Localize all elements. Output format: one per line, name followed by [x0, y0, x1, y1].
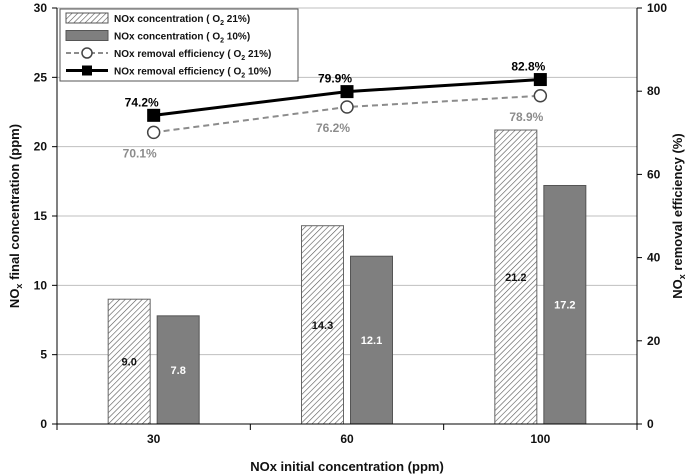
bar-o2-21-100	[494, 129, 538, 425]
y-tick-label-left: 25	[34, 70, 48, 84]
bar-value-label: 9.0	[122, 357, 137, 369]
marker-square	[533, 73, 547, 87]
y-tick-label-left: 5	[40, 348, 47, 362]
legend-marker-circle	[81, 47, 93, 59]
y-tick-label-left: 10	[34, 278, 48, 292]
efficiency-label: 79.9%	[318, 72, 352, 86]
marker-circle	[533, 89, 548, 103]
y-axis-title-right: NOx removal efficiency (%)	[670, 133, 687, 298]
y-tick-label-right: 100	[647, 1, 667, 15]
y-tick-label-right: 20	[647, 334, 661, 348]
y-tick-label-left: 15	[34, 209, 48, 223]
y-tick-label-left: 20	[34, 140, 48, 154]
y-tick-label-left: 0	[40, 417, 47, 431]
bars	[107, 129, 587, 425]
bar-o2-10-60	[350, 255, 393, 425]
x-tick-label: 100	[530, 432, 550, 446]
marker-square	[147, 108, 161, 122]
efficiency-label: 82.8%	[511, 60, 545, 74]
legend-label: NOx concentration ( O2 21%)	[114, 14, 250, 27]
marker-circle	[146, 125, 161, 140]
bar-o2-10-30	[156, 315, 200, 425]
axes: 0 5 10 15 20 25 30 0 20 40 60 80 100 30 60 100	[34, 1, 668, 446]
y-tick-label-right: 0	[647, 417, 654, 431]
data-labels: 9.0 14.3 21.2 7.8 12.1 17.2 70.1% 76.2% 78.9% 74.…	[122, 60, 576, 377]
marker-square	[340, 85, 354, 99]
legend-marker-square	[82, 65, 92, 76]
bar-value-label: 12.1	[361, 335, 382, 347]
efficiency-label: 70.1%	[123, 146, 157, 160]
bar-value-label: 21.2	[505, 272, 526, 284]
legend-label: NOx removal efficiency ( O2 21%)	[114, 49, 271, 62]
bar-value-label: 7.8	[171, 365, 186, 377]
marker-circle	[340, 100, 354, 114]
y-tick-label-left: 30	[34, 1, 48, 15]
bar-o2-21-60	[301, 225, 344, 425]
y-tick-label-right: 60	[647, 167, 661, 181]
legend-label: NOx removal efficiency ( O2 10%)	[114, 67, 271, 80]
y-axis-title-left: NOx final concentration (ppm)	[7, 124, 24, 308]
y-tick-label-right: 80	[647, 84, 661, 98]
legend-swatch-bar	[65, 30, 109, 41]
x-axis-title: NOx initial concentration (ppm)	[250, 459, 444, 474]
efficiency-label: 74.2%	[125, 95, 159, 109]
legend: NOx concentration ( O2 21%) NOx concentra…	[59, 8, 299, 82]
bar-o2-10-100	[543, 184, 587, 425]
axis-titles: NOx initial concentration (ppm) NOx final…	[7, 124, 687, 474]
x-tick-label: 30	[147, 432, 161, 446]
bar-value-label: 17.2	[554, 300, 575, 312]
efficiency-lines	[146, 73, 548, 140]
legend-label: NOx concentration ( O2 10%)	[114, 32, 250, 45]
y-tick-label-right: 40	[647, 251, 661, 265]
x-tick-label: 60	[340, 432, 354, 446]
bar-value-label: 14.3	[312, 320, 333, 332]
efficiency-label: 76.2%	[316, 121, 350, 135]
legend-swatch-bar	[65, 12, 109, 24]
efficiency-label: 78.9%	[509, 110, 543, 124]
